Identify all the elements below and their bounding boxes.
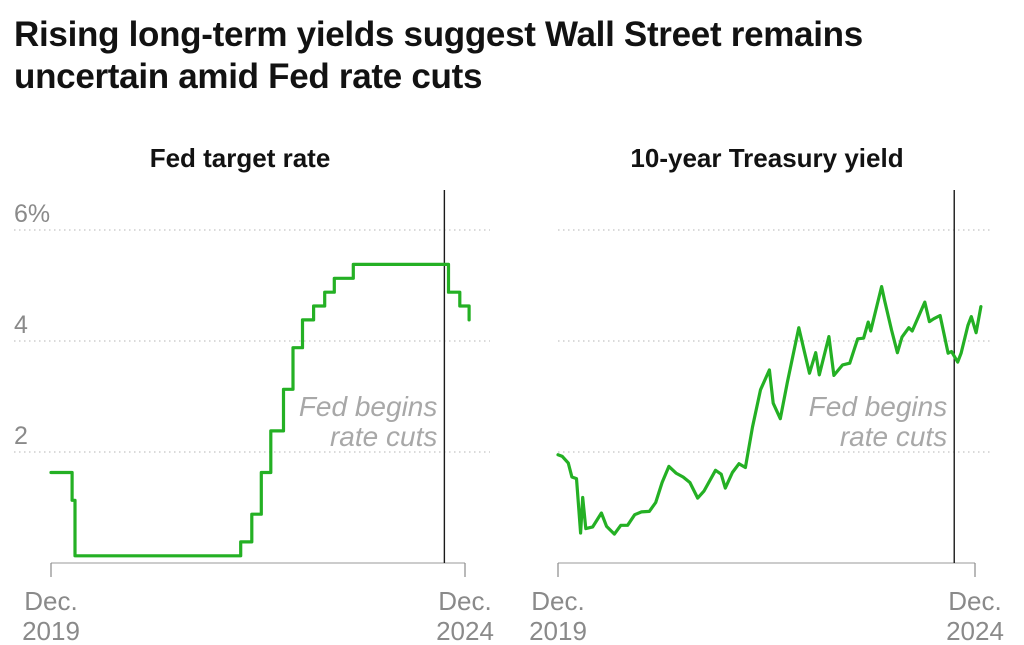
x-tick-label-month: Dec. bbox=[531, 586, 584, 616]
panel-10-year-treasury-yield: 10-year Treasury yieldDec.2019Dec.2024Fe… bbox=[529, 143, 1004, 645]
x-tick-label-year: 2019 bbox=[529, 616, 587, 645]
annotation-line-1: Fed begins bbox=[299, 391, 438, 422]
x-tick-label-month: Dec. bbox=[438, 586, 491, 616]
x-tick-label-month: Dec. bbox=[948, 586, 1001, 616]
x-tick-label-year: 2024 bbox=[946, 616, 1004, 645]
x-tick-label-year: 2024 bbox=[436, 616, 494, 645]
chart-headline: Rising long-term yields suggest Wall Str… bbox=[14, 15, 863, 96]
annotation-line-2: rate cuts bbox=[330, 421, 437, 452]
panel-title: Fed target rate bbox=[150, 143, 331, 173]
series-line-0 bbox=[556, 285, 983, 536]
series-line-0 bbox=[49, 262, 471, 558]
y-tick-label-4: 4 bbox=[14, 311, 28, 339]
panel-title: 10-year Treasury yield bbox=[630, 143, 903, 173]
y-tick-label-6: 6% bbox=[14, 200, 50, 228]
annotation-line-1: Fed begins bbox=[809, 391, 948, 422]
y-tick-label-2: 2 bbox=[14, 422, 28, 450]
x-tick-label-month: Dec. bbox=[24, 586, 77, 616]
x-tick-label-year: 2019 bbox=[22, 616, 80, 645]
annotation-line-2: rate cuts bbox=[840, 421, 947, 452]
